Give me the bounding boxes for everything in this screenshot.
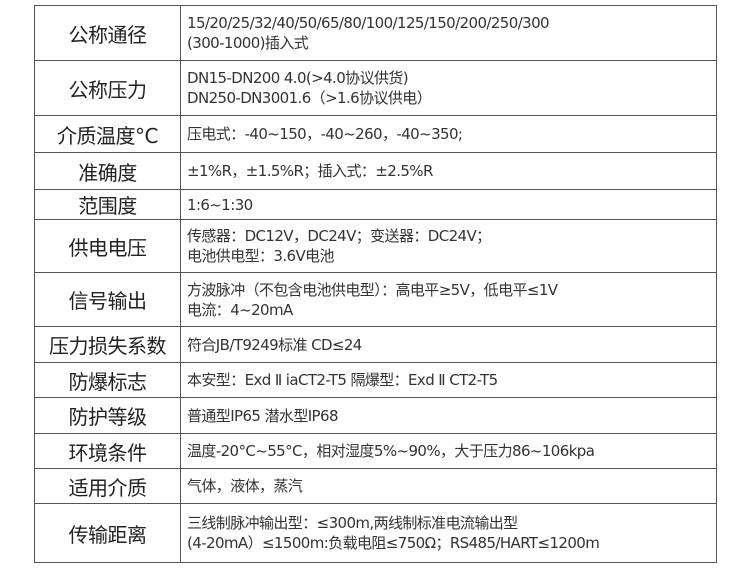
spec-label: 防护等级 (34, 397, 181, 434)
spec-value: 符合JB/T9249标准 CD≤24 (180, 326, 717, 363)
spec-row: 准确度 ±1%R，±1.5%R；插入式：±2.5%R (34, 152, 717, 190)
spec-value-line: DN15-DN200 4.0(>4.0协议供货) (187, 69, 409, 87)
spec-row: 环境条件 温度-20°C~55°C，相对湿度5%~90%，大于压力86~106kp… (34, 433, 717, 469)
spec-label: 公称压力 (34, 60, 181, 116)
spec-value-line: (4-20mA）≤1500m:负载电阻≤750Ω；RS485/HART≤1200… (187, 534, 600, 552)
spec-label: 公称通径 (34, 5, 181, 61)
spec-value: 温度-20°C~55°C，相对湿度5%~90%，大于压力86~106kpa (180, 433, 717, 469)
spec-row: 信号输出 方波脉冲（不包含电池供电型）：高电平≥5V，低电平≤1V 电流：4~20m… (34, 272, 717, 327)
spec-value: ±1%R，±1.5%R；插入式：±2.5%R (180, 152, 717, 190)
spec-value: 普通型IP65 潜水型IP68 (180, 397, 717, 434)
spec-row: 介质温度°C 压电式：-40~150，-40~260，-40~350; (34, 115, 717, 153)
spec-label: 适用介质 (34, 468, 181, 504)
spec-value: 方波脉冲（不包含电池供电型）：高电平≥5V，低电平≤1V 电流：4~20mA (180, 272, 717, 327)
spec-value-line: 方波脉冲（不包含电池供电型）：高电平≥5V，低电平≤1V (187, 280, 558, 299)
spec-value-line: 三线制脉冲输出型：≤300m,两线制标准电流输出型 (187, 514, 518, 532)
spec-value-line: 传感器：DC12V，DC24V；变送器：DC24V； (187, 227, 491, 245)
spec-row: 公称通径 15/20/25/32/40/50/65/80/100/125/150/… (34, 5, 717, 61)
spec-value-line: 本安型：Exd Ⅱ iaCT2-T5 隔爆型：Exd Ⅱ CT2-T5 (187, 371, 498, 389)
spec-value: DN15-DN200 4.0(>4.0协议供货) DN250-DN3001.6（>… (180, 60, 717, 116)
spec-label: 介质温度°C (34, 115, 181, 153)
spec-row: 压力损失系数 符合JB/T9249标准 CD≤24 (34, 326, 717, 363)
spec-value-line: DN250-DN3001.6（>1.6协议供电） (187, 89, 432, 107)
spec-value-line: 温度-20°C~55°C，相对湿度5%~90%，大于压力86~106kpa (187, 442, 595, 460)
spec-label: 压力损失系数 (34, 326, 181, 363)
spec-value-line: 15/20/25/32/40/50/65/80/100/125/150/200/… (187, 14, 550, 32)
spec-row: 传输距离 三线制脉冲输出型：≤300m,两线制标准电流输出型 (4-20mA）≤15… (34, 503, 717, 563)
spec-value: 15/20/25/32/40/50/65/80/100/125/150/200/… (180, 5, 717, 61)
spec-value: 压电式：-40~150，-40~260，-40~350; (180, 115, 717, 153)
spec-value-line: 电池供电型：3.6V电池 (187, 247, 335, 265)
spec-label: 准确度 (34, 152, 181, 190)
spec-value-line: 电流：4~20mA (187, 300, 293, 319)
spec-value-line: 普通型IP65 潜水型IP68 (187, 406, 338, 425)
spec-row: 适用介质 气体，液体，蒸汽 (34, 468, 717, 504)
spec-value-line: ±1%R，±1.5%R；插入式：±2.5%R (187, 162, 433, 180)
spec-label: 范围度 (34, 189, 181, 220)
spec-label: 供电电压 (34, 219, 181, 273)
spec-value: 气体，液体，蒸汽 (180, 468, 717, 504)
spec-row: 防爆标志 本安型：Exd Ⅱ iaCT2-T5 隔爆型：Exd Ⅱ CT2-T5 (34, 362, 717, 398)
spec-table: 公称通径 15/20/25/32/40/50/65/80/100/125/150/… (34, 5, 717, 563)
spec-row: 范围度 1:6~1:30 (34, 189, 717, 220)
spec-value: 三线制脉冲输出型：≤300m,两线制标准电流输出型 (4-20mA）≤1500m:… (180, 503, 717, 563)
spec-value-line: 气体，液体，蒸汽 (187, 477, 303, 495)
spec-value: 传感器：DC12V，DC24V；变送器：DC24V； 电池供电型：3.6V电池 (180, 219, 717, 273)
spec-row: 供电电压 传感器：DC12V，DC24V；变送器：DC24V； 电池供电型：3.6V… (34, 219, 717, 273)
spec-value-line: (300-1000)插入式 (187, 34, 309, 52)
spec-value-line: 压电式：-40~150，-40~260，-40~350; (187, 125, 463, 143)
spec-value: 1:6~1:30 (180, 189, 717, 220)
spec-value-line: 1:6~1:30 (187, 195, 253, 214)
spec-row: 公称压力 DN15-DN200 4.0(>4.0协议供货) DN250-DN3001… (34, 60, 717, 116)
spec-row: 防护等级 普通型IP65 潜水型IP68 (34, 397, 717, 434)
spec-label: 信号输出 (34, 272, 181, 327)
spec-label: 传输距离 (34, 503, 181, 563)
spec-label: 环境条件 (34, 433, 181, 469)
spec-label: 防爆标志 (34, 362, 181, 398)
spec-value-line: 符合JB/T9249标准 CD≤24 (187, 335, 362, 354)
spec-value: 本安型：Exd Ⅱ iaCT2-T5 隔爆型：Exd Ⅱ CT2-T5 (180, 362, 717, 398)
